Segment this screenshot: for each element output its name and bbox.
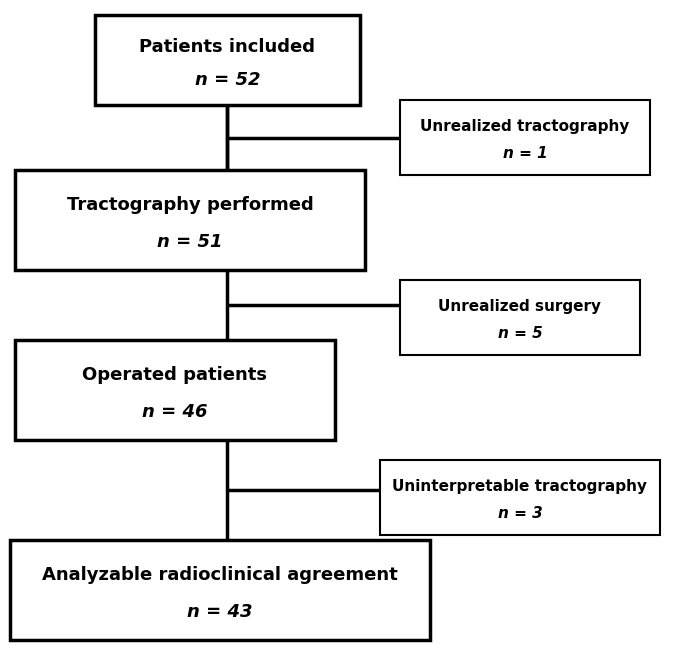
Text: Analyzable radioclinical agreement: Analyzable radioclinical agreement: [42, 566, 398, 584]
Bar: [400, 280, 640, 355]
Text: n = 1: n = 1: [503, 146, 547, 162]
Text: Patients included: Patients included: [140, 37, 316, 56]
Text: Unrealized surgery: Unrealized surgery: [438, 299, 601, 314]
Text: Operated patients: Operated patients: [82, 366, 268, 384]
Text: n = 3: n = 3: [497, 506, 543, 521]
Text: n = 51: n = 51: [158, 233, 223, 251]
Bar: [95, 15, 360, 105]
Text: Tractography performed: Tractography performed: [66, 196, 313, 214]
Bar: [400, 100, 650, 175]
Text: n = 52: n = 52: [195, 71, 260, 89]
Text: Unrealized tractography: Unrealized tractography: [421, 119, 630, 134]
Text: n = 5: n = 5: [497, 326, 543, 341]
Bar: [15, 340, 335, 440]
Text: n = 43: n = 43: [187, 603, 253, 621]
Bar: [10, 540, 430, 640]
Bar: [15, 170, 365, 270]
Bar: [380, 460, 660, 535]
Text: Uninterpretable tractography: Uninterpretable tractography: [393, 479, 647, 494]
Text: n = 46: n = 46: [142, 403, 208, 421]
